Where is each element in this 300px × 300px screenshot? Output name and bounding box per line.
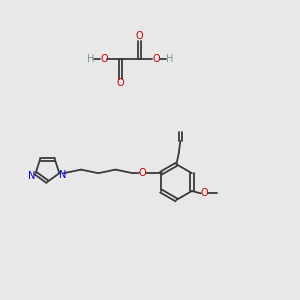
Text: N: N bbox=[28, 171, 36, 181]
Text: H: H bbox=[166, 54, 173, 64]
Text: N: N bbox=[58, 170, 66, 180]
Text: O: O bbox=[201, 188, 208, 198]
Text: O: O bbox=[100, 54, 108, 64]
Text: O: O bbox=[116, 78, 124, 88]
Text: O: O bbox=[138, 168, 146, 178]
Text: H: H bbox=[87, 54, 94, 64]
Text: O: O bbox=[136, 32, 143, 41]
Text: O: O bbox=[152, 54, 160, 64]
